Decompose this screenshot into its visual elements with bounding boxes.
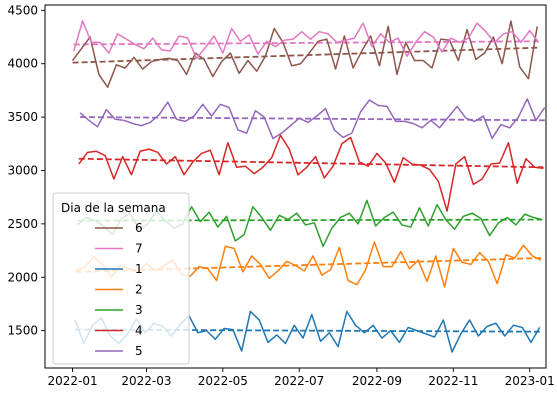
y-tick-label: 4000 [7, 57, 38, 71]
y-tick-label: 1500 [7, 324, 38, 338]
x-axis: 2022-01 2022-03 2022-05 2022-07 2022-09 2022-… [47, 368, 555, 388]
trend-line-5 [80, 116, 545, 122]
legend-label-3: 3 [135, 303, 143, 317]
y-tick-label: 2000 [7, 270, 38, 284]
series-line-4 [78, 134, 544, 212]
legend-label-6: 6 [135, 221, 143, 235]
series-line-7 [73, 20, 540, 60]
legend: Dia de la semana 6 7 1 2 3 4 5 [52, 192, 190, 365]
y-tick-label: 3000 [7, 163, 38, 177]
legend-label-4: 4 [135, 324, 143, 338]
series-line-6 [71, 20, 538, 88]
x-tick-label: 2022-03 [121, 374, 171, 388]
y-tick-label: 2500 [7, 217, 38, 231]
legend-label-1: 1 [135, 262, 143, 276]
plot-frame [44, 4, 547, 369]
series-line-5 [79, 98, 546, 140]
x-tick-label: 2022-01 [47, 374, 97, 388]
x-tick-label: 2022-09 [352, 374, 402, 388]
legend-label-2: 2 [135, 283, 143, 297]
trend-line-6 [72, 46, 538, 64]
legend-box [52, 192, 190, 365]
x-tick-label: 2022-07 [274, 374, 324, 388]
legend-label-5: 5 [135, 344, 143, 358]
y-tick-label: 4500 [7, 3, 38, 17]
x-tick-label: 2023-01 [505, 374, 555, 388]
x-tick-label: 2022-05 [198, 374, 248, 388]
y-tick-label: 3500 [7, 110, 38, 124]
legend-title: Dia de la semana [61, 201, 166, 215]
y-axis: 1500 2000 2500 3000 3500 4000 4500 [7, 3, 45, 338]
trend-line-4 [78, 157, 544, 169]
x-tick-label: 2022-11 [428, 374, 478, 388]
legend-label-7: 7 [135, 242, 143, 256]
